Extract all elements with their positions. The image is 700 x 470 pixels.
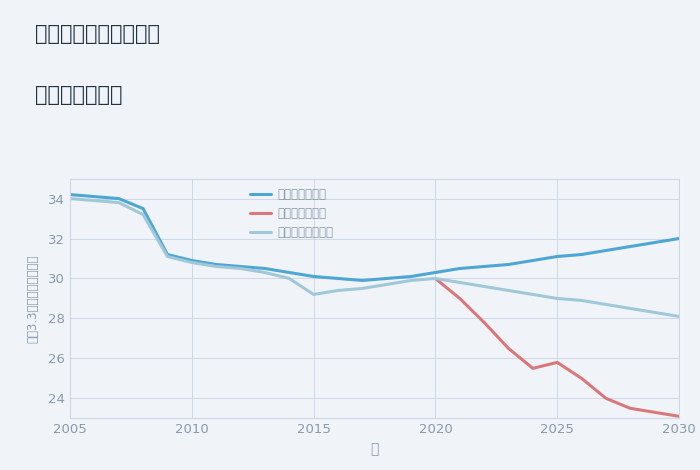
グッドシナリオ <box>66 192 74 197</box>
ノーマルシナリオ <box>504 288 512 293</box>
ノーマルシナリオ <box>578 298 586 303</box>
ノーマルシナリオ <box>139 212 147 217</box>
グッドシナリオ <box>456 266 464 271</box>
ノーマルシナリオ <box>602 302 610 307</box>
Y-axis label: 坪（3.3㎡）単価（万円）: 坪（3.3㎡）単価（万円） <box>27 254 40 343</box>
グッドシナリオ <box>504 262 512 267</box>
バッドシナリオ <box>650 409 659 415</box>
グッドシナリオ <box>602 248 610 253</box>
グッドシナリオ <box>528 258 537 263</box>
ノーマルシナリオ <box>553 296 561 301</box>
ノーマルシナリオ <box>334 288 342 293</box>
ノーマルシナリオ <box>528 292 537 298</box>
グッドシナリオ <box>480 264 489 269</box>
グッドシナリオ <box>309 274 318 279</box>
ノーマルシナリオ <box>431 276 440 282</box>
ノーマルシナリオ <box>650 310 659 315</box>
グッドシナリオ <box>260 266 269 271</box>
ノーマルシナリオ <box>382 282 391 287</box>
ノーマルシナリオ <box>285 276 293 282</box>
ノーマルシナリオ <box>237 266 245 271</box>
Line: ノーマルシナリオ: ノーマルシナリオ <box>70 198 679 316</box>
ノーマルシナリオ <box>115 200 123 205</box>
グッドシナリオ <box>90 194 99 199</box>
ノーマルシナリオ <box>675 313 683 319</box>
バッドシナリオ <box>602 395 610 401</box>
バッドシナリオ <box>431 276 440 282</box>
Line: バッドシナリオ: バッドシナリオ <box>435 279 679 416</box>
ノーマルシナリオ <box>260 270 269 275</box>
バッドシナリオ <box>578 376 586 381</box>
Legend: グッドシナリオ, バッドシナリオ, ノーマルシナリオ: グッドシナリオ, バッドシナリオ, ノーマルシナリオ <box>246 185 337 243</box>
バッドシナリオ <box>553 360 561 365</box>
X-axis label: 年: 年 <box>370 442 379 456</box>
グッドシナリオ <box>212 262 220 267</box>
バッドシナリオ <box>675 414 683 419</box>
ノーマルシナリオ <box>480 283 489 289</box>
ノーマルシナリオ <box>358 286 367 291</box>
グッドシナリオ <box>188 258 196 263</box>
グッドシナリオ <box>334 276 342 282</box>
グッドシナリオ <box>675 236 683 242</box>
グッドシナリオ <box>139 206 147 212</box>
バッドシナリオ <box>456 296 464 301</box>
ノーマルシナリオ <box>407 278 415 283</box>
バッドシナリオ <box>626 406 634 411</box>
グッドシナリオ <box>237 264 245 269</box>
ノーマルシナリオ <box>212 264 220 269</box>
グッドシナリオ <box>115 196 123 201</box>
Line: グッドシナリオ: グッドシナリオ <box>70 195 679 281</box>
ノーマルシナリオ <box>309 292 318 298</box>
ノーマルシナリオ <box>456 280 464 285</box>
ノーマルシナリオ <box>66 196 74 201</box>
ノーマルシナリオ <box>163 254 172 259</box>
グッドシナリオ <box>358 278 367 283</box>
バッドシナリオ <box>528 366 537 371</box>
バッドシナリオ <box>480 320 489 325</box>
グッドシナリオ <box>650 240 659 245</box>
Text: 愛知県豊橋市高田町の: 愛知県豊橋市高田町の <box>35 24 160 44</box>
グッドシナリオ <box>407 274 415 279</box>
ノーマルシナリオ <box>626 306 634 311</box>
グッドシナリオ <box>578 252 586 258</box>
グッドシナリオ <box>553 254 561 259</box>
バッドシナリオ <box>504 345 512 351</box>
グッドシナリオ <box>382 276 391 282</box>
Text: 土地の価格推移: 土地の価格推移 <box>35 85 122 105</box>
グッドシナリオ <box>163 252 172 258</box>
ノーマルシナリオ <box>90 198 99 204</box>
ノーマルシナリオ <box>188 260 196 266</box>
グッドシナリオ <box>285 270 293 275</box>
グッドシナリオ <box>431 270 440 275</box>
グッドシナリオ <box>626 244 634 250</box>
